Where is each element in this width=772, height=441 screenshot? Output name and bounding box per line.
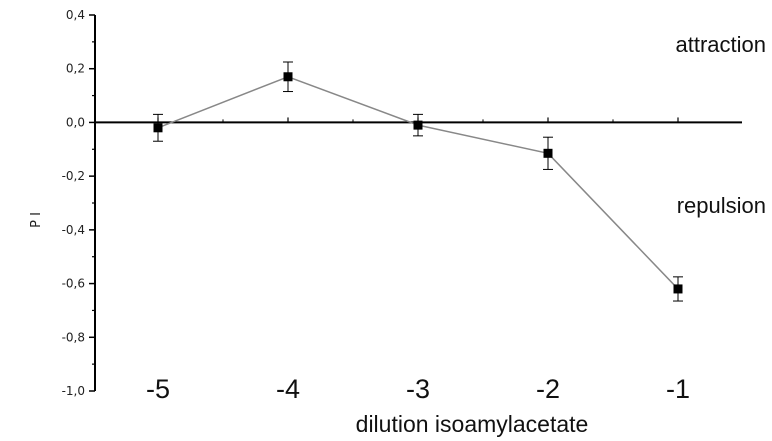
x-axis: -5 -4 -3 -2 -1 [95, 117, 742, 404]
y-tick-label: -0,2 [62, 169, 85, 183]
data-point [543, 148, 553, 158]
x-axis-label: dilution isoamylacetate [356, 411, 589, 437]
x-tick-label: -4 [276, 374, 300, 404]
annotation-attraction: attraction [676, 32, 767, 57]
axis-labels: dilution isoamylacetate P I attraction r… [29, 32, 766, 437]
data-point [413, 120, 423, 130]
y-axis-label: P I [29, 212, 44, 228]
data-point [153, 123, 163, 133]
series-line [157, 75, 679, 290]
y-tick-label: -0,6 [62, 277, 85, 291]
y-tick-label: -0,4 [62, 223, 85, 237]
x-tick-label: -2 [536, 374, 560, 404]
x-tick-label: -3 [406, 374, 430, 404]
data-point [283, 72, 293, 82]
y-tick-label: -1,0 [62, 384, 85, 398]
y-tick-label: -0,8 [62, 330, 85, 344]
data-point [673, 284, 683, 294]
y-tick-label: 0,4 [66, 8, 85, 22]
x-tick-label: -5 [146, 374, 170, 404]
x-tick-label: -1 [666, 374, 690, 404]
y-tick-label: 0,0 [66, 115, 85, 129]
y-axis: -1,0 -0,8 -0,6 -0,4 -0,2 0,0 0,2 0,4 [62, 8, 96, 398]
y-tick-label: 0,2 [66, 62, 85, 76]
series-pi [153, 61, 683, 302]
annotation-repulsion: repulsion [677, 193, 766, 218]
